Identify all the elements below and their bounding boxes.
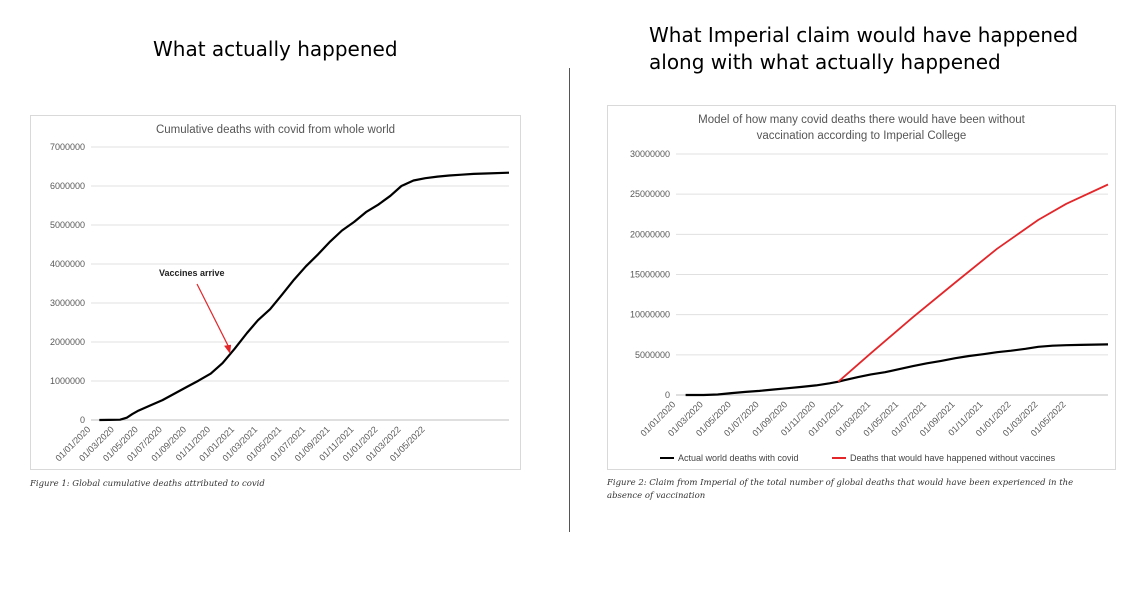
series-line-actual-deaths: [99, 171, 510, 422]
annotation-arrowhead: [224, 344, 232, 354]
y-tick-label: 2000000: [50, 337, 85, 347]
figure-caption-2: Figure 2: Claim from Imperial of the tot…: [607, 478, 1074, 501]
y-tick-label: 6000000: [50, 181, 85, 191]
y-tick-label: 5000000: [50, 220, 85, 230]
y-tick-label: 3000000: [50, 298, 85, 308]
y-tick-label: 5000000: [635, 350, 670, 360]
right-heading: What Imperial claim would have happened …: [649, 23, 1079, 74]
series-line-actual-deaths: [685, 343, 1109, 397]
annotation-arrow: [196, 283, 231, 350]
y-tick-label: 1000000: [50, 376, 85, 386]
y-tick-label: 7000000: [50, 142, 85, 152]
left-heading: What actually happened: [153, 37, 398, 61]
legend-swatch-model: [832, 457, 846, 459]
y-tick-label: 0: [80, 415, 85, 425]
y-tick-label: 15000000: [630, 270, 670, 280]
y-tick-label: 10000000: [630, 310, 670, 320]
y-tick-label: 20000000: [630, 229, 670, 239]
legend-item-model: Deaths that would have happened without …: [832, 453, 1055, 463]
annotation-label: Vaccines arrive: [159, 268, 225, 278]
legend-label: Deaths that would have happened without …: [850, 453, 1056, 463]
chart-title: Model of how many covid deaths there wou…: [698, 114, 1025, 142]
legend-label: Actual world deaths with covid: [678, 453, 799, 463]
y-tick-label: 4000000: [50, 259, 85, 269]
chart-panel-global-deaths: 0 1000000 2000000 3000000 4000000 5000000 6000…: [30, 115, 521, 470]
chart-panel-imperial-model: 0 5000000 10000000 15000000 20000000 25000000…: [607, 105, 1116, 470]
y-tick-label: 30000000: [630, 149, 670, 159]
figure-caption-1: Figure 1: Global cumulative deaths attri…: [30, 479, 265, 489]
chart-plot-global-deaths: 0 1000000 2000000 3000000 4000000 5000000 6000…: [50, 142, 510, 463]
chart-plot-imperial-model: 0 5000000 10000000 15000000 20000000 25000000…: [630, 149, 1109, 438]
legend-swatch-actual: [660, 457, 674, 459]
legend-item-actual: Actual world deaths with covid: [660, 453, 799, 463]
vertical-divider: [569, 68, 570, 532]
y-tick-label: 25000000: [630, 189, 670, 199]
y-tick-label: 0: [665, 390, 670, 400]
chart-title: Cumulative deaths with covid from whole …: [155, 124, 396, 136]
series-line-model-deaths: [837, 183, 1109, 383]
